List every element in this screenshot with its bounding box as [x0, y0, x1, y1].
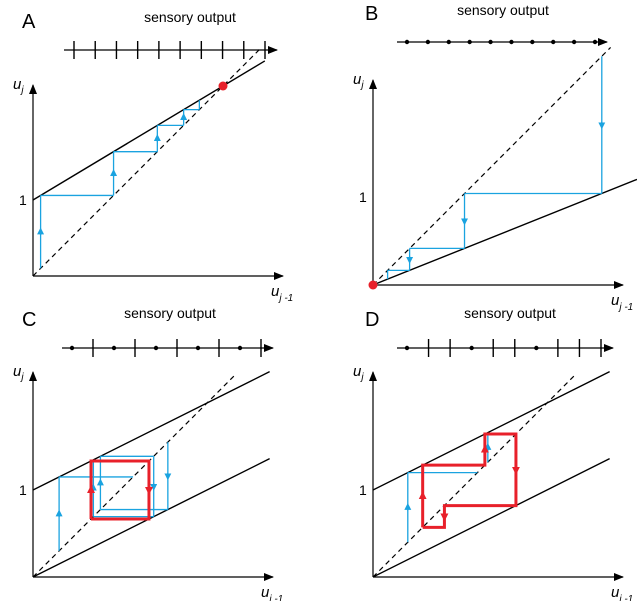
silent-mark: [467, 39, 472, 45]
y-tick-1: 1: [19, 192, 27, 208]
silent-mark: [534, 345, 539, 351]
panel-label: D: [365, 309, 379, 331]
map-line: [32, 371, 270, 491]
x-axis-label: uj -1: [611, 584, 633, 601]
silent-mark: [446, 39, 451, 45]
strip-title: sensory output: [464, 305, 556, 321]
x-axis-label: uj -1: [611, 292, 633, 313]
y-axis-label: uj: [353, 71, 364, 91]
silent-mark: [530, 39, 535, 45]
silent-mark: [509, 39, 514, 45]
silent-mark: [404, 345, 410, 351]
silent-mark: [237, 345, 243, 351]
panel-label: C: [22, 309, 36, 331]
silent-mark: [195, 345, 201, 351]
strip-title: sensory output: [144, 9, 236, 25]
identity-line: [32, 373, 237, 578]
silent-mark: [551, 39, 556, 45]
identity-line: [372, 373, 577, 578]
y-axis-label: uj: [353, 363, 364, 383]
strip-title: sensory output: [124, 305, 216, 321]
silent-mark: [592, 39, 598, 45]
silent-mark: [404, 39, 410, 45]
fixed-point: [218, 81, 228, 91]
y-tick-1: 1: [359, 189, 367, 205]
silent-mark: [425, 39, 431, 45]
silent-mark: [488, 39, 493, 45]
strip-title: sensory output: [457, 2, 549, 18]
map-line: [372, 458, 610, 578]
map-line: [32, 458, 270, 578]
panel-label: B: [365, 3, 378, 25]
silent-mark: [153, 345, 159, 351]
y-tick-1: 1: [19, 482, 27, 498]
fixed-point: [368, 280, 378, 290]
silent-mark: [469, 345, 474, 351]
identity-line: [372, 46, 612, 286]
limit-cycle: [89, 459, 151, 521]
map-line: [32, 60, 266, 201]
identity-line: [32, 47, 262, 277]
silent-mark: [111, 345, 117, 351]
silent-mark: [69, 345, 75, 351]
x-axis-label: uj -1: [261, 584, 283, 601]
silent-mark: [571, 39, 577, 45]
map-line: [372, 178, 637, 286]
map-line: [372, 371, 610, 491]
y-axis-label: uj: [13, 363, 24, 383]
x-axis-label: uj -1: [271, 283, 293, 304]
panel-label: A: [22, 11, 36, 33]
y-axis-label: uj: [13, 76, 24, 96]
y-tick-1: 1: [359, 482, 367, 498]
